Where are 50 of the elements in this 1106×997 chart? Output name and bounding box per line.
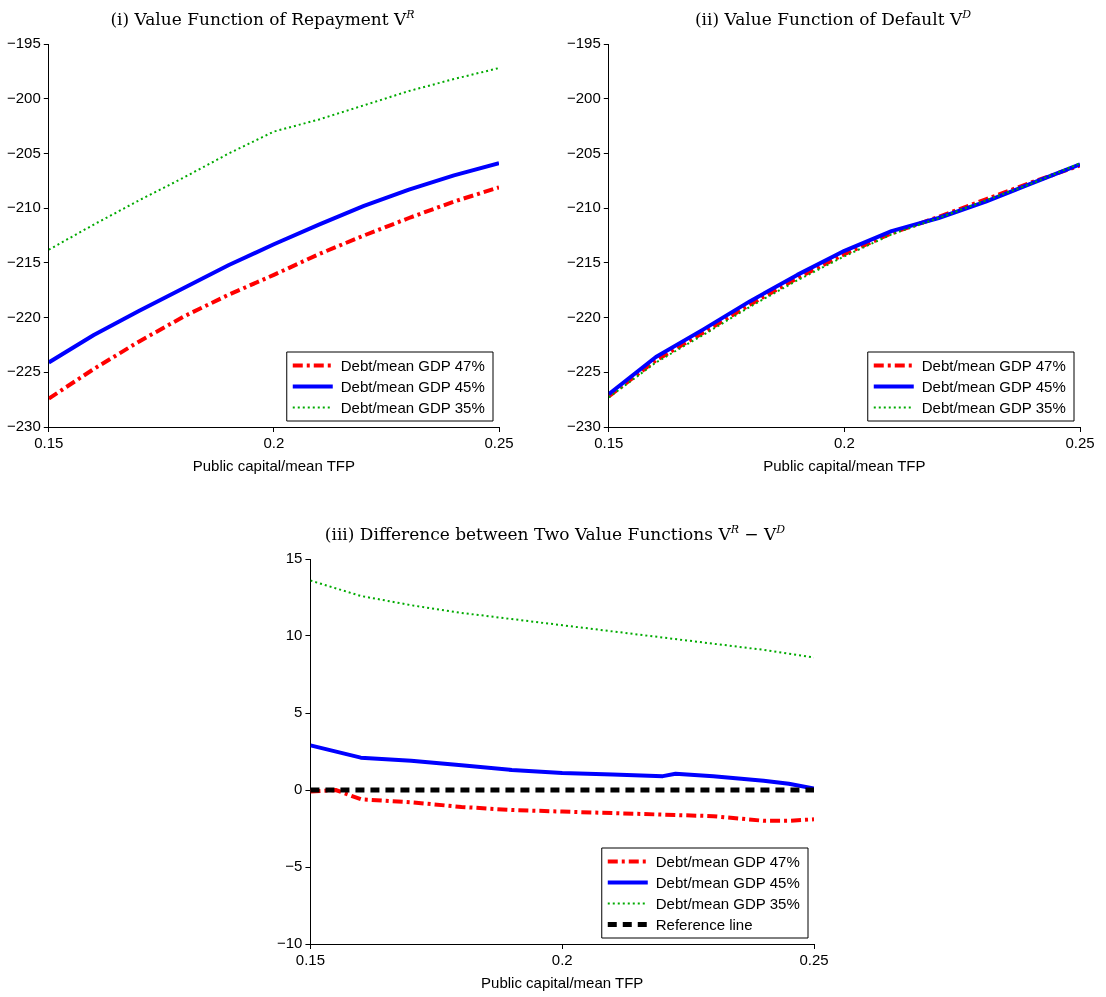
x-tick-label: 0.25	[799, 951, 829, 969]
x-axis-title: Public capital/mean TFP	[763, 457, 926, 475]
y-tick-label: −5	[285, 857, 303, 875]
y-tick-label: −195	[6, 34, 41, 52]
legend-label: Reference line	[655, 915, 753, 933]
chart-title: (iii) Difference between Two Value Functions V$^{R}$ − V$^{D}$	[323, 522, 787, 545]
line-series	[310, 579, 814, 659]
line-series	[48, 67, 499, 251]
x-axis-title: Public capital/mean TFP	[192, 457, 356, 475]
legend-label: Debt/mean GDP 35%	[655, 894, 800, 912]
x-tick-label: 0.15	[34, 434, 64, 452]
x-tick-label: 0.2	[551, 951, 573, 969]
legend-label: Debt/mean GDP 47%	[921, 356, 1066, 374]
chart-title: (i) Value Function of Repayment V$^{R}$	[109, 7, 416, 30]
y-tick-label: −10	[276, 934, 303, 952]
x-tick-label: 0.25	[1065, 434, 1095, 452]
legend-label: Debt/mean GDP 45%	[340, 377, 485, 395]
legend-label: Debt/mean GDP 47%	[340, 356, 485, 374]
x-axis-title: Public capital/mean TFP	[481, 974, 644, 992]
y-tick-label: 15	[285, 549, 303, 567]
x-tick-label: 0.15	[295, 951, 326, 969]
legend-label: Debt/mean GDP 45%	[921, 377, 1066, 395]
x-tick-label: 0.2	[263, 434, 285, 452]
x-tick-label: 0.25	[484, 434, 514, 452]
y-tick-label: −230	[6, 417, 41, 435]
x-tick-label: 0.15	[594, 434, 624, 452]
legend-label: Debt/mean GDP 35%	[340, 398, 485, 416]
x-tick-label: 0.2	[833, 434, 855, 452]
legend-label: Debt/mean GDP 47%	[655, 852, 800, 870]
y-tick-label: −220	[6, 307, 41, 325]
y-tick-label: −225	[6, 362, 41, 380]
y-tick-label: −195	[566, 34, 601, 52]
y-tick-label: −220	[566, 307, 601, 325]
line-series	[48, 185, 499, 401]
y-tick-label: −230	[566, 417, 601, 435]
y-tick-label: −210	[6, 198, 41, 216]
y-tick-label: 5	[294, 703, 303, 721]
y-tick-label: −205	[6, 143, 41, 161]
y-tick-label: −200	[566, 88, 601, 106]
y-tick-label: −205	[566, 143, 601, 161]
legend-label: Debt/mean GDP 45%	[655, 873, 800, 891]
chart-title: (ii) Value Function of Default V$^{D}$	[693, 7, 973, 30]
y-tick-label: −210	[566, 198, 601, 216]
y-tick-label: −200	[6, 88, 41, 106]
y-tick-label: −225	[566, 362, 601, 380]
y-tick-label: −215	[566, 253, 601, 270]
y-tick-label: 10	[285, 626, 303, 644]
legend-label: Debt/mean GDP 35%	[921, 398, 1066, 416]
y-tick-label: 0	[294, 780, 303, 798]
y-tick-label: −215	[6, 253, 41, 270]
